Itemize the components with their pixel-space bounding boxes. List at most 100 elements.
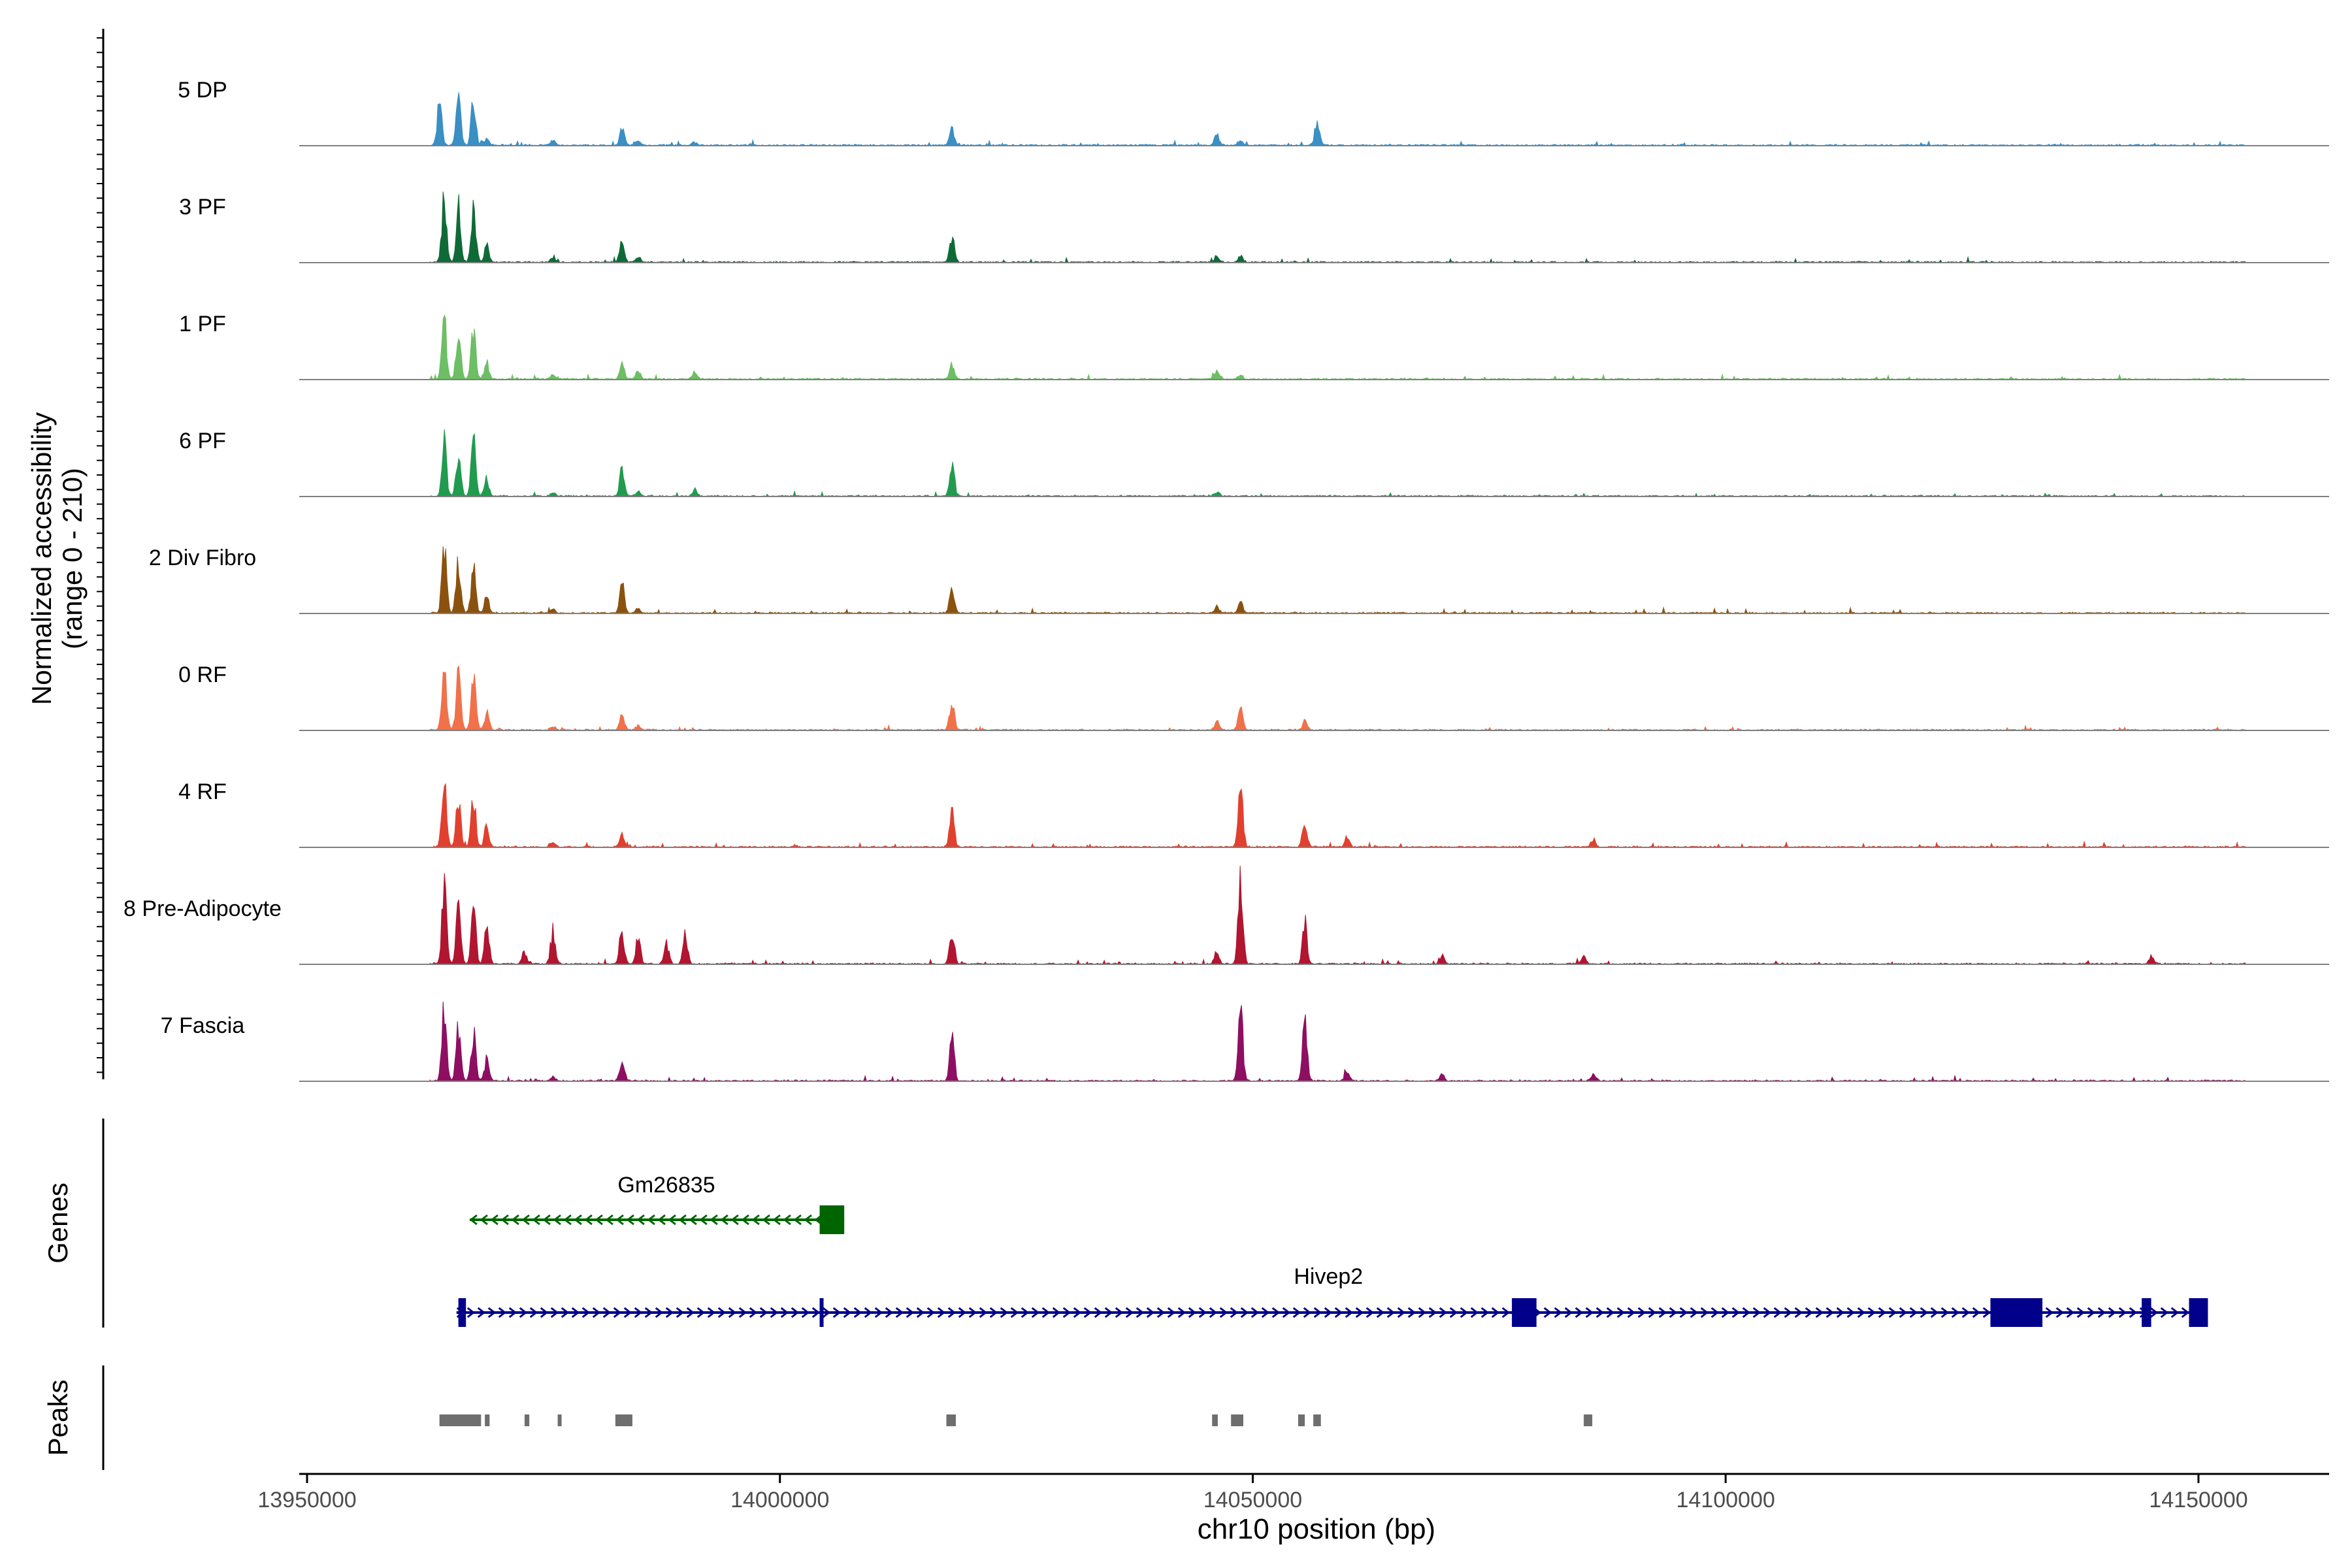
- strand-arrow: [1198, 1307, 1207, 1318]
- strand-arrow: [762, 1214, 770, 1226]
- strand-arrow: [1501, 1307, 1511, 1318]
- strand-arrow: [511, 1214, 519, 1226]
- strand-arrow: [1637, 1307, 1646, 1318]
- strand-arrow: [947, 1307, 956, 1318]
- strand-arrow: [1188, 1307, 1197, 1318]
- strand-arrow: [1951, 1307, 1960, 1318]
- strand-arrow: [1846, 1307, 1855, 1318]
- strand-arrow: [853, 1307, 862, 1318]
- strand-arrow: [676, 1307, 685, 1318]
- strand-arrow: [686, 1307, 695, 1318]
- strand-arrow: [989, 1307, 998, 1318]
- strand-arrow: [1209, 1307, 1218, 1318]
- track-label: 7 Fascia: [161, 1013, 245, 1038]
- exon: [819, 1298, 824, 1327]
- strand-arrow: [1418, 1307, 1427, 1318]
- strand-arrow: [1909, 1307, 1918, 1318]
- strand-arrow: [1480, 1307, 1490, 1318]
- strand-arrow: [626, 1214, 634, 1226]
- strand-arrow: [1857, 1307, 1866, 1318]
- strand-arrow: [1940, 1307, 1950, 1318]
- strand-arrow: [2087, 1307, 2096, 1318]
- strand-arrow: [1397, 1307, 1406, 1318]
- strand-arrow: [1355, 1307, 1364, 1318]
- strand-arrow: [1564, 1307, 1573, 1318]
- strand-arrow: [1021, 1307, 1030, 1318]
- strand-arrow: [1052, 1307, 1061, 1318]
- strand-arrow: [1825, 1307, 1835, 1318]
- track-2-div-fibro: 2 Div Fibro: [149, 546, 2329, 614]
- strand-arrow: [469, 1214, 478, 1226]
- strand-arrow: [783, 1214, 791, 1226]
- strand-arrow: [1742, 1307, 1751, 1318]
- strand-arrow: [1867, 1307, 1876, 1318]
- strand-arrow: [1773, 1307, 1782, 1318]
- strand-arrow: [895, 1307, 904, 1318]
- strand-arrow: [2118, 1307, 2127, 1318]
- strand-arrow: [1313, 1307, 1322, 1318]
- strand-arrow: [979, 1307, 988, 1318]
- strand-arrow: [1595, 1307, 1605, 1318]
- strand-arrow: [1543, 1307, 1552, 1318]
- strand-arrow: [477, 1307, 486, 1318]
- strand-arrow: [1919, 1307, 1929, 1318]
- strand-arrow: [710, 1214, 718, 1226]
- strand-arrow: [1041, 1307, 1051, 1318]
- strand-arrow: [1982, 1307, 1991, 1318]
- strand-arrow: [1135, 1307, 1145, 1318]
- strand-arrow: [1261, 1307, 1270, 1318]
- strand-arrow: [1731, 1307, 1740, 1318]
- coverage-area: [429, 783, 2247, 848]
- strand-arrow: [500, 1214, 509, 1226]
- strand-arrow: [1083, 1307, 1092, 1318]
- track-7-fascia: 7 Fascia: [161, 1002, 2329, 1082]
- strand-arrow: [1428, 1307, 1437, 1318]
- strand-arrow: [2055, 1307, 2065, 1318]
- strand-arrow: [1460, 1307, 1469, 1318]
- peaks-label: Peaks: [42, 1380, 73, 1456]
- peak-region: [524, 1414, 530, 1426]
- strand-arrow: [678, 1214, 687, 1226]
- track-label: 4 RF: [178, 779, 227, 804]
- strand-arrow: [689, 1214, 697, 1226]
- strand-arrow: [2097, 1307, 2106, 1318]
- strand-arrow: [581, 1307, 591, 1318]
- exon: [2189, 1298, 2208, 1327]
- strand-arrow: [822, 1307, 831, 1318]
- strand-arrow: [1177, 1307, 1186, 1318]
- strand-arrow: [1282, 1307, 1291, 1318]
- strand-arrow: [1303, 1307, 1312, 1318]
- strand-arrow: [2170, 1307, 2180, 1318]
- strand-arrow: [1000, 1307, 1009, 1318]
- gene-hivep2: Hivep2: [456, 1264, 2208, 1327]
- strand-arrow: [634, 1307, 643, 1318]
- strand-arrow: [1491, 1307, 1500, 1318]
- gene-label: Gm26835: [617, 1173, 715, 1198]
- strand-arrow: [1376, 1307, 1385, 1318]
- coverage-area: [429, 429, 2246, 497]
- strand-arrow: [1554, 1307, 1563, 1318]
- strand-arrow: [1125, 1307, 1134, 1318]
- strand-arrow: [1073, 1307, 1082, 1318]
- x-axis-label: chr10 position (bp): [1198, 1513, 1435, 1545]
- coverage-area: [429, 546, 2247, 614]
- track-label: 5 DP: [178, 78, 227, 103]
- strand-arrow: [780, 1307, 789, 1318]
- strand-arrow: [717, 1307, 727, 1318]
- strand-arrow: [749, 1307, 758, 1318]
- track-4-rf: 4 RF: [178, 779, 2329, 848]
- strand-arrow: [1094, 1307, 1103, 1318]
- strand-arrow: [696, 1307, 706, 1318]
- strand-arrow: [2149, 1307, 2159, 1318]
- strand-arrow: [1690, 1307, 1699, 1318]
- strand-arrow: [668, 1214, 676, 1226]
- strand-arrow: [1836, 1307, 1845, 1318]
- strand-arrow: [636, 1214, 645, 1226]
- coverage-tracks: 5 DP 3 PF 1 PF 6 PF 2 Div Fibro 0 RF 4 RF 8 Pre…: [123, 78, 2329, 1082]
- strand-arrow: [968, 1307, 977, 1318]
- strand-arrow: [561, 1307, 570, 1318]
- strand-arrow: [647, 1214, 655, 1226]
- strand-arrow: [1575, 1307, 1584, 1318]
- exon: [819, 1205, 845, 1234]
- strand-arrow: [2045, 1307, 2054, 1318]
